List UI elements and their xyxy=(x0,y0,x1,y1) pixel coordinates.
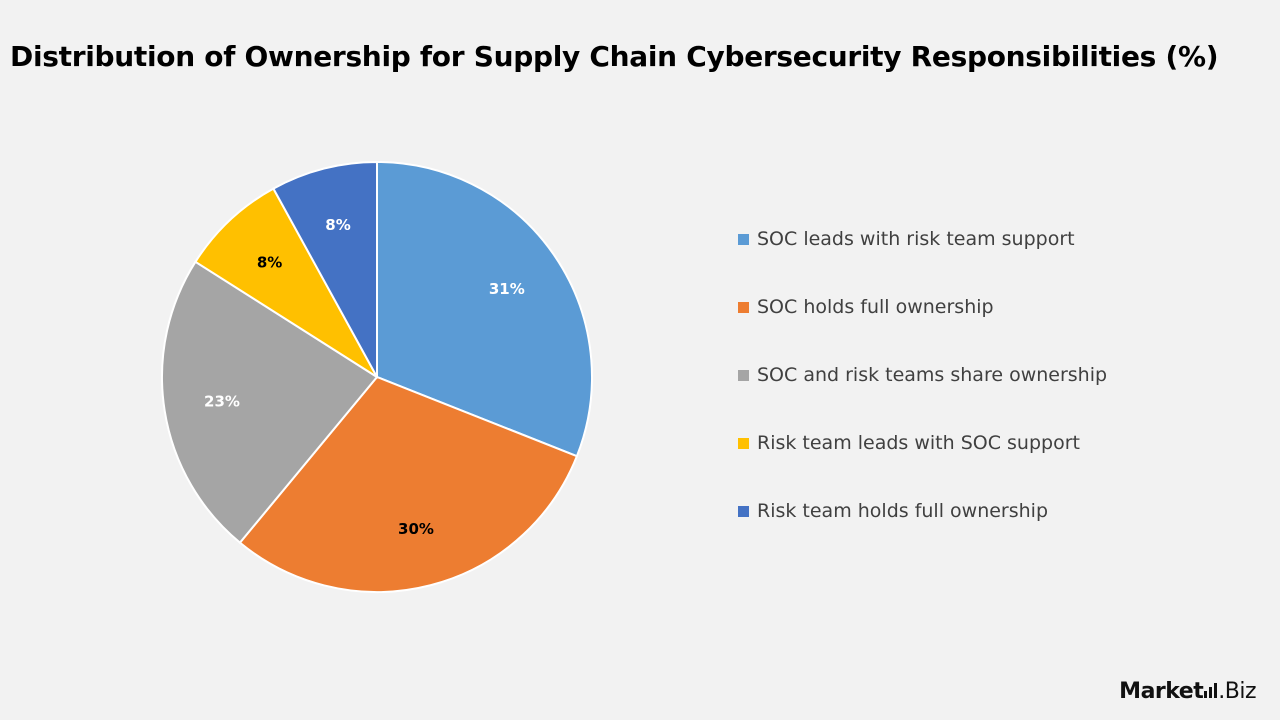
logo-text: Market .Biz xyxy=(1119,679,1256,704)
legend-label: SOC holds full ownership xyxy=(757,296,994,318)
legend-swatch xyxy=(738,233,749,245)
legend-swatch xyxy=(738,505,749,517)
legend: SOC leads with risk team support SOC hold… xyxy=(738,224,1107,526)
slice-label-2: 30% xyxy=(398,520,434,538)
pie-slice-1 xyxy=(376,160,593,458)
legend-label: SOC and risk teams share ownership xyxy=(757,364,1108,386)
legend-label: SOC leads with risk team support xyxy=(757,228,1075,250)
pie-slice-3 xyxy=(161,260,379,545)
legend-item-4: Risk team leads with SOC support xyxy=(738,428,1107,458)
legend-item-1: SOC leads with risk team support xyxy=(738,224,1107,254)
legend-swatch xyxy=(738,437,749,449)
logo-main: Market xyxy=(1119,679,1204,704)
legend-item-3: SOC and risk teams share ownership xyxy=(738,360,1107,390)
brand-logo: Market .Biz xyxy=(1119,679,1256,704)
logo-bars-icon xyxy=(1204,683,1218,698)
legend-item-5: Risk team holds full ownership xyxy=(738,496,1107,526)
legend-swatch xyxy=(738,369,749,381)
pie-slice-5 xyxy=(272,160,378,378)
slice-label-5: 8% xyxy=(325,216,350,234)
slice-label-1: 31% xyxy=(489,280,525,298)
slice-label-4: 8% xyxy=(257,254,282,272)
legend-label: Risk team leads with SOC support xyxy=(757,432,1080,454)
legend-swatch xyxy=(738,301,749,313)
pie-data-labels: 31% 30% 23% 8% 8% xyxy=(204,216,525,538)
slice-label-3: 23% xyxy=(204,393,240,411)
pie-slice-4 xyxy=(194,187,378,378)
legend-label: Risk team holds full ownership xyxy=(757,500,1049,522)
chart-title: Distribution of Ownership for Supply Cha… xyxy=(10,40,1219,73)
pie-slices xyxy=(161,160,593,593)
pie-slice-2 xyxy=(238,375,579,593)
legend-item-2: SOC holds full ownership xyxy=(738,292,1107,322)
logo-suffix: .Biz xyxy=(1218,679,1256,704)
